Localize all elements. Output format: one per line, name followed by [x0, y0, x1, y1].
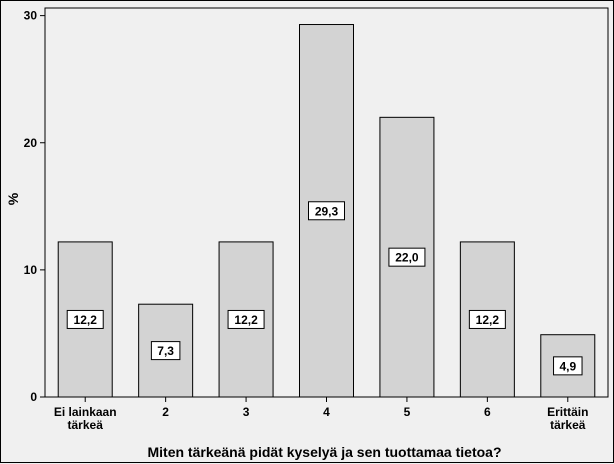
data-label: 7,3: [157, 344, 174, 358]
data-label: 22,0: [395, 251, 419, 265]
y-tick-label: 10: [24, 263, 38, 277]
data-label: 29,3: [315, 204, 339, 218]
y-axis-title: %: [5, 192, 21, 205]
data-label-box: [66, 309, 104, 329]
data-label-box: [150, 341, 181, 361]
x-tick-label: 2: [162, 405, 169, 419]
x-tick-label: 5: [404, 405, 411, 419]
data-label: 12,2: [476, 313, 500, 327]
x-axis-title: Miten tärkeänä pidät kyselyä ja sen tuot…: [147, 444, 501, 460]
x-tick-label: 4: [323, 405, 330, 419]
data-label: 12,2: [74, 313, 98, 327]
data-label: 4,9: [559, 359, 576, 373]
data-label-box: [227, 309, 265, 329]
data-label-box: [308, 201, 345, 221]
x-tick-label: 3: [243, 405, 250, 419]
data-label-box: [468, 309, 506, 329]
y-tick-label: 0: [30, 390, 37, 404]
data-label-box: [388, 247, 426, 267]
x-tick-label: Ei lainkaan tärkeä: [54, 405, 117, 432]
x-tick-label: 6: [484, 405, 491, 419]
x-tick-label: Erittäin tärkeä: [547, 405, 588, 432]
y-tick-label: 20: [24, 136, 38, 150]
data-label: 12,2: [234, 313, 258, 327]
data-label-box: [553, 356, 583, 376]
y-tick-label: 30: [24, 9, 38, 23]
